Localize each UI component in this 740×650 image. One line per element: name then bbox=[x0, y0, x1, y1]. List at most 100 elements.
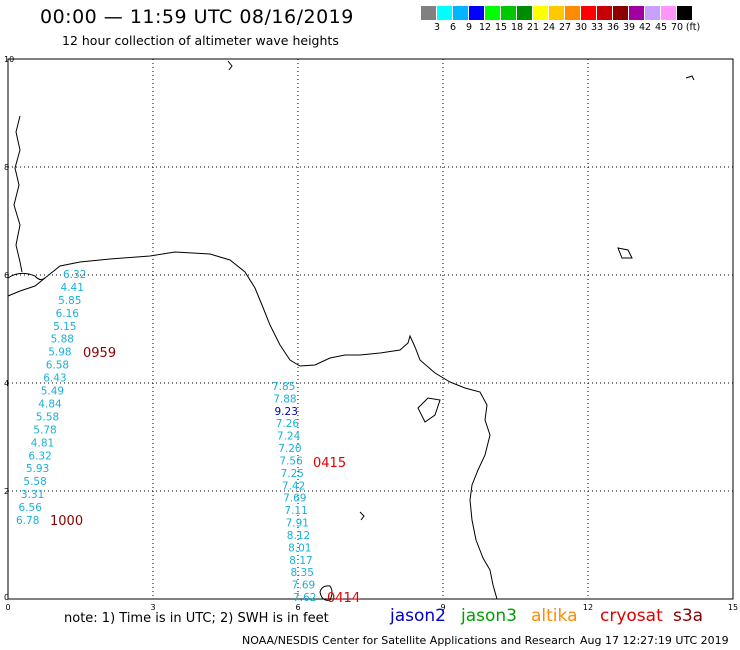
wave-height-value: 6.78 bbox=[16, 515, 39, 527]
color-swatch bbox=[597, 6, 613, 20]
wave-height-value: 7.24 bbox=[277, 431, 301, 443]
page-subtitle: 12 hour collection of altimeter wave hei… bbox=[62, 33, 339, 48]
wave-height-value: 5.49 bbox=[41, 386, 64, 398]
x-tick-labels: 0 3 6 9 12 15 bbox=[5, 603, 738, 612]
color-scale-label: 9 bbox=[465, 22, 473, 33]
color-scale-label: 33 bbox=[590, 22, 604, 33]
wave-height-value: 7.26 bbox=[276, 418, 300, 430]
y-tick: 10 bbox=[4, 55, 14, 64]
x-tick: 15 bbox=[728, 603, 738, 612]
wave-height-value: 7.42 bbox=[282, 480, 305, 492]
color-scale-label: 70 bbox=[670, 22, 684, 33]
island-south bbox=[319, 585, 333, 601]
track-west: 6.324.415.856.165.155.885.986.586.435.49… bbox=[16, 269, 86, 527]
color-swatch bbox=[485, 6, 501, 20]
color-swatch bbox=[533, 6, 549, 20]
wave-height-value: 7.20 bbox=[278, 443, 301, 455]
wave-height-value: 5.93 bbox=[26, 463, 49, 475]
color-scale-label: 15 bbox=[494, 22, 508, 33]
wave-height-value: 3.31 bbox=[21, 489, 44, 501]
wave-height-value: 8.35 bbox=[291, 567, 314, 579]
color-scale-label: (ft) bbox=[685, 22, 701, 33]
wave-height-value: 7.91 bbox=[286, 518, 309, 530]
color-scale-label: 18 bbox=[510, 22, 524, 33]
wave-height-value: 4.81 bbox=[31, 437, 54, 449]
wave-height-value: 5.58 bbox=[36, 411, 59, 423]
wave-height-value: 7.56 bbox=[279, 456, 303, 468]
y-tick-labels: 0 2 4 6 8 10 bbox=[4, 55, 14, 602]
satellite-s3a: s3a bbox=[673, 606, 704, 626]
wave-height-value: 7.69 bbox=[292, 580, 315, 592]
footer: NOAA/NESDIS Center for Satellite Applica… bbox=[242, 634, 729, 647]
wave-height-value: 4.41 bbox=[61, 282, 84, 294]
color-swatch bbox=[581, 6, 597, 20]
color-swatch bbox=[565, 6, 581, 20]
islet-east bbox=[617, 247, 633, 259]
wave-height-value: 5.78 bbox=[33, 424, 56, 436]
wave-height-value: 7.62 bbox=[293, 592, 316, 604]
color-scale-label: 12 bbox=[478, 22, 492, 33]
satellite-jason2: jason2 bbox=[390, 606, 446, 626]
wave-height-value: 6.32 bbox=[63, 269, 86, 281]
wave-height-value: 6.56 bbox=[19, 502, 43, 514]
islet-north bbox=[227, 60, 233, 71]
color-swatch bbox=[613, 6, 629, 20]
bay-inlet bbox=[7, 272, 46, 281]
wave-height-value: 7.88 bbox=[273, 393, 296, 405]
wave-height-value: 5.58 bbox=[23, 476, 46, 488]
y-tick: 0 bbox=[4, 593, 9, 602]
x-tick: 9 bbox=[440, 603, 445, 612]
color-swatch bbox=[629, 6, 645, 20]
wave-height-value: 6.32 bbox=[28, 450, 51, 462]
y-tick: 4 bbox=[4, 379, 9, 388]
track-central: 7.857.889.237.267.247.207.567.257.427.69… bbox=[272, 381, 316, 604]
x-tick: 3 bbox=[150, 603, 155, 612]
time-label: 0414 bbox=[327, 591, 360, 606]
coastline-main bbox=[7, 251, 498, 600]
color-scale-label: 30 bbox=[574, 22, 588, 33]
wave-height-value: 6.43 bbox=[43, 373, 66, 385]
page-title: 00:00 — 11:59 UTC 08/16/2019 bbox=[40, 6, 354, 28]
wave-height-value: 7.11 bbox=[284, 505, 307, 517]
color-swatch bbox=[437, 6, 453, 20]
wave-height-value: 6.16 bbox=[56, 308, 80, 320]
islet-northeast bbox=[685, 75, 695, 81]
color-scale-label: 36 bbox=[606, 22, 620, 33]
footer-timestamp: Aug 17 12:27:19 UTC 2019 bbox=[580, 634, 729, 647]
wave-height-value: 8.12 bbox=[287, 530, 310, 542]
x-tick: 12 bbox=[583, 603, 593, 612]
y-tick: 6 bbox=[4, 271, 9, 280]
wave-height-value: 7.85 bbox=[272, 381, 295, 393]
x-tick: 6 bbox=[295, 603, 300, 612]
island-east bbox=[417, 397, 441, 423]
color-swatch bbox=[421, 6, 437, 20]
wave-height-value: 7.69 bbox=[283, 493, 306, 505]
wave-height-value: 5.98 bbox=[48, 347, 71, 359]
note: note: 1) Time is in UTC; 2) SWH is in fe… bbox=[64, 611, 329, 626]
wave-height-value: 5.88 bbox=[51, 334, 74, 346]
color-scale-label: 27 bbox=[558, 22, 572, 33]
color-swatch bbox=[677, 6, 693, 20]
color-swatch bbox=[517, 6, 533, 20]
y-tick: 2 bbox=[4, 487, 9, 496]
wave-height-value: 4.84 bbox=[38, 399, 62, 411]
wave-height-value: 8.17 bbox=[289, 555, 312, 567]
wave-height-value: 5.15 bbox=[53, 321, 76, 333]
color-scale-label: 42 bbox=[638, 22, 652, 33]
satellite-cryosat: cryosat bbox=[600, 606, 663, 626]
time-label: 0415 bbox=[313, 456, 346, 471]
x-tick: 0 bbox=[5, 603, 10, 612]
wave-height-value: 9.23 bbox=[275, 406, 298, 418]
wave-height-value: 6.58 bbox=[46, 360, 69, 372]
color-scale-label: 24 bbox=[542, 22, 556, 33]
color-swatch bbox=[453, 6, 469, 20]
coastline-west-edge bbox=[13, 115, 23, 273]
color-swatch bbox=[501, 6, 517, 20]
grid bbox=[8, 59, 733, 599]
islet-small bbox=[359, 511, 365, 521]
color-scale-label: 6 bbox=[449, 22, 457, 33]
coastline bbox=[7, 60, 695, 601]
y-tick: 8 bbox=[4, 163, 9, 172]
footer-credit: NOAA/NESDIS Center for Satellite Applica… bbox=[242, 634, 576, 647]
